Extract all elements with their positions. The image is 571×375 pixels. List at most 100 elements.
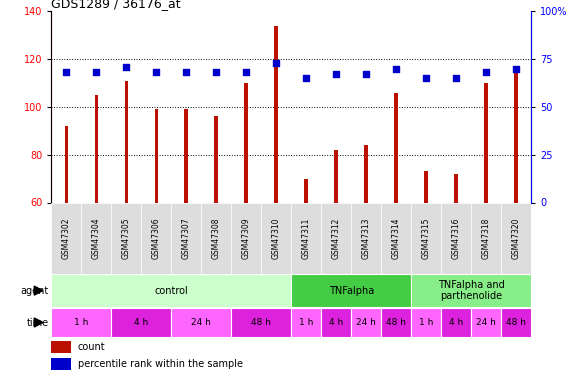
Text: 1 h: 1 h	[419, 318, 433, 327]
Bar	[501, 202, 531, 274]
Text: GSM47307: GSM47307	[182, 217, 191, 259]
Text: TNFalpha: TNFalpha	[328, 286, 374, 296]
Point	[481, 69, 490, 75]
Bar	[381, 202, 411, 274]
Bar	[65, 126, 68, 202]
Text: 48 h: 48 h	[386, 318, 406, 327]
Bar	[441, 308, 471, 337]
Text: control: control	[154, 286, 188, 296]
Bar	[364, 145, 368, 202]
Text: GSM47312: GSM47312	[332, 217, 341, 259]
Point	[421, 75, 431, 81]
Bar	[514, 71, 518, 202]
Bar	[202, 202, 231, 274]
Bar	[395, 93, 398, 202]
Text: GSM47314: GSM47314	[392, 217, 401, 259]
Point	[122, 64, 131, 70]
Bar	[231, 308, 291, 337]
Polygon shape	[34, 318, 43, 327]
Bar	[351, 202, 381, 274]
Point	[392, 66, 401, 72]
Point	[332, 71, 341, 77]
Bar	[484, 83, 488, 203]
Text: 4 h: 4 h	[329, 318, 343, 327]
Bar	[501, 308, 531, 337]
Point	[361, 71, 371, 77]
Point	[242, 69, 251, 75]
Text: GSM47302: GSM47302	[62, 217, 71, 259]
Bar	[244, 83, 248, 203]
Bar	[381, 308, 411, 337]
Text: GSM47308: GSM47308	[212, 217, 221, 259]
Point	[212, 69, 221, 75]
Text: GSM47313: GSM47313	[361, 217, 371, 259]
Bar	[51, 308, 111, 337]
Text: GDS1289 / 36176_at: GDS1289 / 36176_at	[51, 0, 181, 10]
Text: agent: agent	[21, 286, 49, 296]
Bar	[411, 274, 531, 307]
Bar	[171, 202, 202, 274]
Bar	[321, 202, 351, 274]
Bar	[184, 109, 188, 202]
Bar	[111, 308, 171, 337]
Bar	[215, 116, 218, 202]
Bar	[291, 202, 321, 274]
Bar	[291, 308, 321, 337]
Bar	[51, 358, 71, 370]
Bar	[471, 202, 501, 274]
Text: 1 h: 1 h	[299, 318, 313, 327]
Bar	[142, 202, 171, 274]
Text: percentile rank within the sample: percentile rank within the sample	[78, 359, 243, 369]
Bar	[441, 202, 471, 274]
Bar	[304, 178, 308, 203]
Text: 48 h: 48 h	[251, 318, 271, 327]
Text: GSM47315: GSM47315	[421, 217, 431, 259]
Text: time: time	[26, 318, 49, 327]
Bar	[351, 308, 381, 337]
Bar	[424, 171, 428, 202]
Text: 48 h: 48 h	[506, 318, 526, 327]
Bar	[291, 274, 411, 307]
Text: GSM47306: GSM47306	[152, 217, 161, 259]
Bar	[455, 174, 458, 202]
Bar	[81, 202, 111, 274]
Point	[512, 66, 521, 72]
Text: GSM47311: GSM47311	[301, 217, 311, 259]
Bar	[171, 308, 231, 337]
Text: GSM47309: GSM47309	[242, 217, 251, 259]
Text: GSM47320: GSM47320	[512, 217, 521, 259]
Point	[182, 69, 191, 75]
Point	[92, 69, 101, 75]
Bar	[471, 308, 501, 337]
Bar	[321, 308, 351, 337]
Bar	[111, 202, 142, 274]
Text: 24 h: 24 h	[476, 318, 496, 327]
Polygon shape	[34, 286, 43, 295]
Text: GSM47310: GSM47310	[272, 217, 281, 259]
Text: GSM47305: GSM47305	[122, 217, 131, 259]
Bar	[51, 202, 82, 274]
Point	[301, 75, 311, 81]
Bar	[411, 202, 441, 274]
Bar	[261, 202, 291, 274]
Bar	[335, 150, 338, 202]
Text: 4 h: 4 h	[134, 318, 148, 327]
Text: GSM47304: GSM47304	[92, 217, 101, 259]
Text: GSM47318: GSM47318	[481, 217, 490, 259]
Bar	[275, 26, 278, 202]
Bar	[51, 341, 71, 352]
Text: GSM47316: GSM47316	[452, 217, 461, 259]
Bar	[95, 95, 98, 202]
Text: 4 h: 4 h	[449, 318, 463, 327]
Text: TNFalpha and
parthenolide: TNFalpha and parthenolide	[438, 280, 504, 302]
Text: 1 h: 1 h	[74, 318, 89, 327]
Point	[152, 69, 161, 75]
Bar	[231, 202, 262, 274]
Point	[272, 60, 281, 66]
Bar	[51, 274, 291, 307]
Point	[62, 69, 71, 75]
Text: 24 h: 24 h	[191, 318, 211, 327]
Bar	[155, 109, 158, 202]
Bar	[411, 308, 441, 337]
Text: 24 h: 24 h	[356, 318, 376, 327]
